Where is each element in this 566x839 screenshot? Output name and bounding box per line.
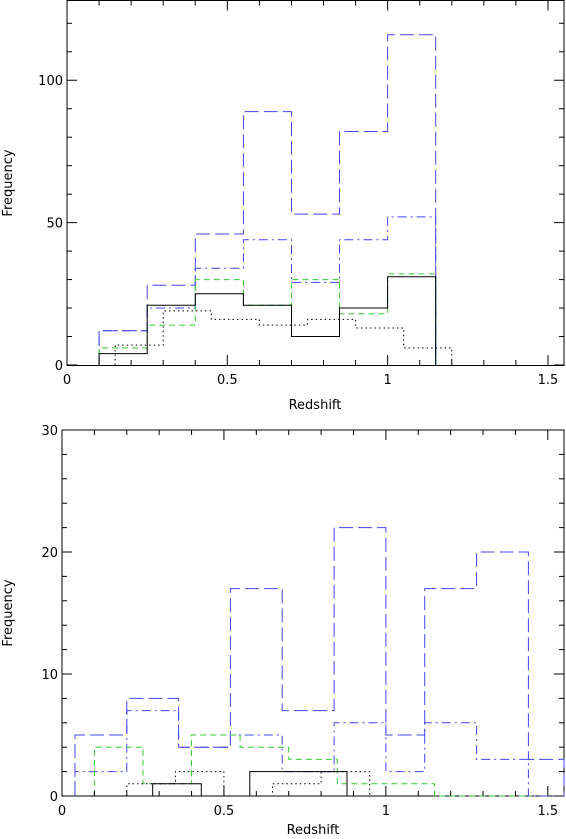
x-axis-label: Redshift	[287, 823, 340, 838]
x-tick-label: 0	[58, 804, 66, 819]
tick-layer: 0 0.5 1 1.5 0 50 100	[38, 0, 564, 388]
y-tick-label: 50	[46, 217, 63, 232]
x-tick-label: 1	[382, 804, 390, 819]
y-tick-label: 20	[41, 546, 58, 561]
histogram-series-5-dotted	[114, 310, 453, 365]
y-tick-label: 0	[50, 790, 58, 805]
x-tick-label: 1.5	[538, 373, 559, 388]
x-tick-label: 0.5	[214, 804, 235, 819]
histogram-series-2-dash-dot	[98, 216, 437, 365]
top-histogram-panel: 0 0.5 1 1.5 0 50 100 Redshift Frequency	[1, 0, 565, 413]
x-tick-label: 1.5	[537, 804, 558, 819]
tick-layer: 0 0.5 1 1.5 0 10 20 30	[41, 424, 564, 819]
y-axis-label: Frequency	[1, 579, 16, 646]
y-tick-label: 10	[41, 668, 58, 683]
series-layer	[98, 34, 453, 365]
x-tick-label: 1	[384, 373, 392, 388]
bottom-histogram-panel: 0 0.5 1 1.5 0 10 20 30 Redshift Frequency	[1, 424, 565, 838]
plot-frame	[66, 0, 565, 366]
histogram-series-1-long-dash	[74, 527, 565, 796]
histogram-series-2-dash-dot	[74, 710, 564, 797]
plot-frame	[61, 429, 565, 797]
series-layer	[74, 527, 565, 797]
y-axis-label: Frequency	[1, 149, 16, 216]
x-tick-label: 0.5	[217, 373, 238, 388]
y-tick-label: 0	[55, 359, 63, 374]
histogram-series-3-short-dash	[98, 273, 437, 365]
x-tick-label: 0	[63, 373, 71, 388]
y-tick-label: 100	[38, 74, 63, 89]
histogram-series-1-long-dash	[98, 34, 437, 365]
histogram-series-5-dotted	[126, 771, 419, 797]
histogram-series-4-solid	[98, 276, 437, 365]
x-axis-label: Redshift	[289, 398, 342, 413]
y-tick-label: 30	[41, 424, 58, 439]
histogram-series-3-short-dash	[93, 734, 532, 797]
